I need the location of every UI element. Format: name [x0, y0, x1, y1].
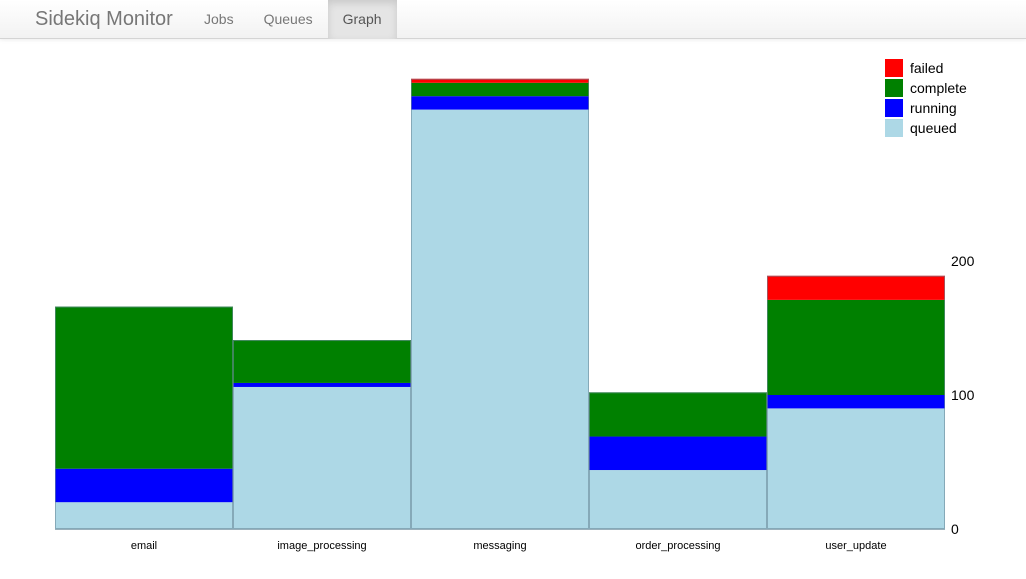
- bar-outline-user_update: [767, 275, 945, 529]
- bar-failed-messaging: [411, 78, 589, 83]
- nav-item-queues[interactable]: Queues: [263, 11, 313, 27]
- nav-item-graph[interactable]: Graph: [327, 0, 397, 39]
- stacked-bar-chart: email image_processing messaging order_proc…: [55, 59, 975, 552]
- bar-failed-user_update: [767, 275, 945, 300]
- y-tick-label: 200: [951, 253, 975, 269]
- legend-swatch-complete: [885, 79, 903, 97]
- bar-running-order_processing: [589, 436, 767, 471]
- legend-swatch-running: [885, 99, 903, 117]
- bar-complete-user_update: [767, 299, 945, 395]
- nav-menu: Jobs Queues Graph: [189, 0, 397, 39]
- x-tick-label: messaging: [473, 540, 526, 552]
- bar-running-image_processing: [233, 382, 411, 387]
- bar-complete-image_processing: [233, 340, 411, 383]
- brand-link[interactable]: Sidekiq Monitor: [35, 8, 173, 30]
- bar-complete-order_processing: [589, 392, 767, 437]
- legend-label-failed: failed: [910, 60, 943, 76]
- bar-outline-order_processing: [589, 392, 767, 529]
- legend: failed complete running queued: [885, 59, 967, 137]
- legend-label-complete: complete: [910, 80, 967, 96]
- x-tick-label: user_update: [825, 540, 886, 552]
- bar-queued-email: [55, 502, 233, 529]
- bars-layer: [55, 78, 945, 530]
- x-tick-label: image_processing: [277, 540, 366, 552]
- bar-running-messaging: [411, 96, 589, 110]
- x-tick-label: order_processing: [636, 540, 721, 552]
- bar-outline-messaging: [411, 78, 589, 529]
- bar-queued-user_update: [767, 408, 945, 529]
- navbar: Sidekiq Monitor Jobs Queues Graph: [0, 0, 1026, 39]
- y-tick-label: 0: [951, 521, 959, 537]
- bar-outline-image_processing: [233, 340, 411, 529]
- legend-label-queued: queued: [910, 120, 957, 136]
- nav-item-jobs[interactable]: Jobs: [204, 11, 234, 27]
- bar-queued-messaging: [411, 109, 589, 529]
- y-tick-label: 100: [951, 387, 975, 403]
- y-axis: 0 100 200: [951, 253, 975, 537]
- legend-swatch-failed: [885, 59, 903, 77]
- bar-running-user_update: [767, 395, 945, 409]
- bar-complete-messaging: [411, 82, 589, 97]
- x-axis-labels: email image_processing messaging order_proc…: [131, 540, 887, 552]
- bar-running-email: [55, 468, 233, 503]
- bar-outline-email: [55, 306, 233, 529]
- bar-complete-email: [55, 306, 233, 469]
- x-tick-label: email: [131, 540, 157, 552]
- legend-swatch-queued: [885, 119, 903, 137]
- bar-queued-image_processing: [233, 386, 411, 529]
- legend-label-running: running: [910, 100, 957, 116]
- bar-queued-order_processing: [589, 470, 767, 529]
